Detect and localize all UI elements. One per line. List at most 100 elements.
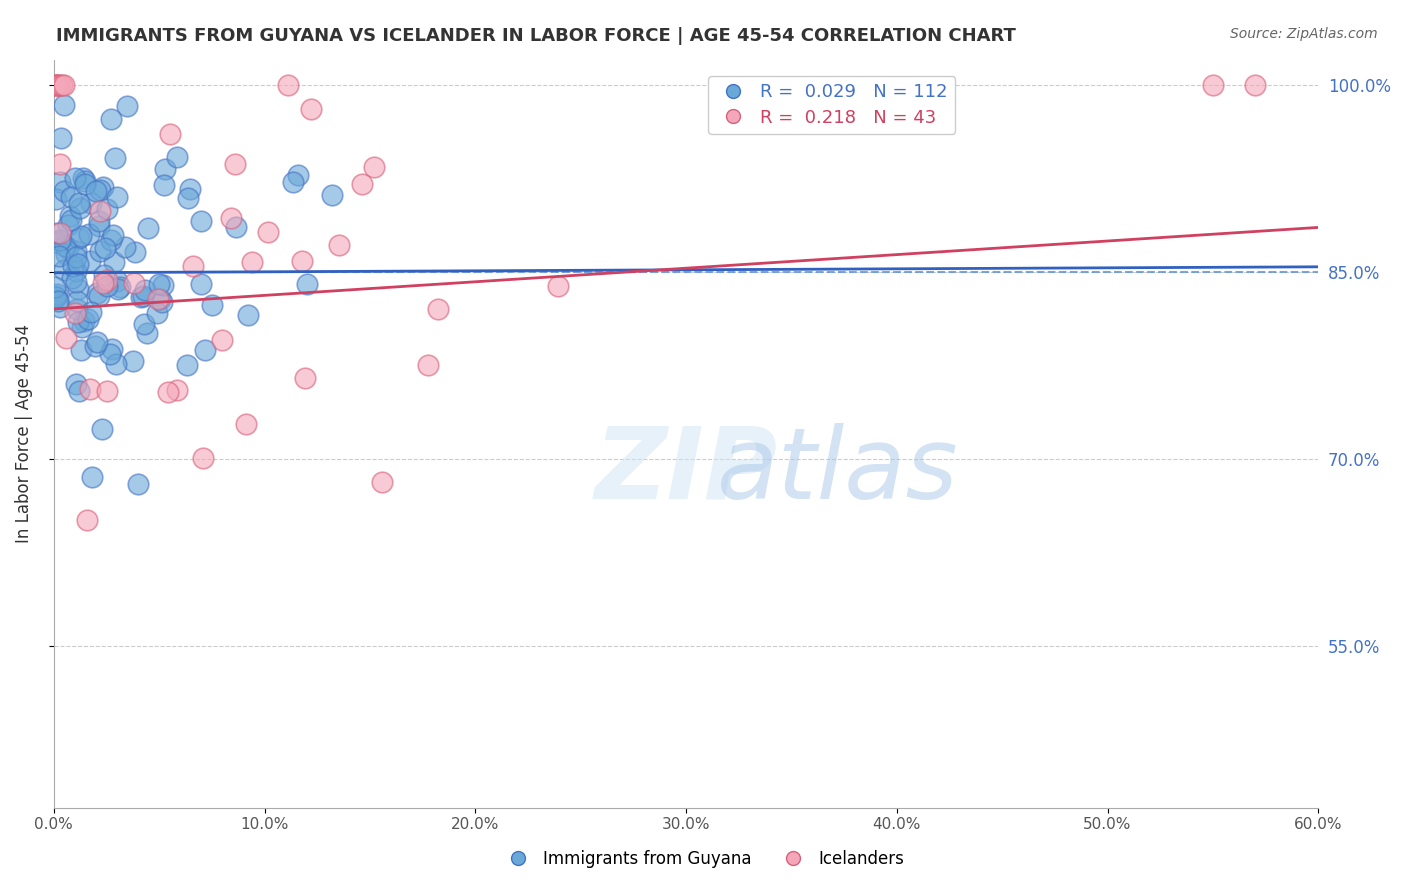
Immigrants from Guyana	[321, 188, 343, 202]
Immigrants from Guyana	[79, 305, 101, 319]
Immigrants from Guyana	[67, 281, 90, 295]
Text: ZIP: ZIP	[595, 423, 778, 519]
Immigrants from Guyana	[86, 285, 108, 300]
Icelanders	[45, 78, 67, 92]
Icelanders	[46, 78, 69, 92]
Immigrants from Guyana	[66, 294, 89, 309]
Icelanders	[299, 102, 322, 116]
Immigrants from Guyana	[96, 202, 118, 217]
Immigrants from Guyana	[62, 259, 84, 273]
Immigrants from Guyana	[166, 150, 188, 164]
Immigrants from Guyana	[79, 254, 101, 268]
Icelanders	[418, 358, 440, 372]
Icelanders	[45, 78, 67, 92]
Immigrants from Guyana	[105, 190, 128, 204]
Immigrants from Guyana	[89, 183, 111, 197]
Immigrants from Guyana	[59, 209, 82, 223]
Immigrants from Guyana	[148, 277, 170, 291]
Immigrants from Guyana	[104, 151, 127, 165]
Icelanders	[79, 382, 101, 396]
Immigrants from Guyana	[190, 277, 212, 291]
Icelanders	[240, 255, 263, 269]
Immigrants from Guyana	[89, 214, 111, 228]
Immigrants from Guyana	[134, 317, 156, 331]
Immigrants from Guyana	[281, 175, 304, 189]
Immigrants from Guyana	[82, 470, 104, 484]
Immigrants from Guyana	[194, 343, 217, 358]
Immigrants from Guyana	[105, 274, 128, 288]
Immigrants from Guyana	[131, 289, 153, 303]
Immigrants from Guyana	[96, 279, 118, 293]
Immigrants from Guyana	[89, 244, 111, 258]
Y-axis label: In Labor Force | Age 45-54: In Labor Force | Age 45-54	[15, 324, 32, 543]
Icelanders	[49, 157, 72, 171]
Immigrants from Guyana	[105, 358, 128, 372]
Immigrants from Guyana	[80, 195, 103, 210]
Immigrants from Guyana	[75, 178, 97, 192]
Immigrants from Guyana	[136, 326, 159, 340]
Immigrants from Guyana	[69, 228, 91, 243]
Immigrants from Guyana	[66, 301, 89, 316]
Immigrants from Guyana	[65, 377, 87, 392]
Icelanders	[211, 333, 233, 347]
Icelanders	[49, 226, 72, 240]
Immigrants from Guyana	[65, 250, 87, 264]
Immigrants from Guyana	[91, 180, 114, 194]
Immigrants from Guyana	[176, 358, 198, 372]
Immigrants from Guyana	[44, 289, 66, 303]
Icelanders	[256, 225, 278, 239]
Immigrants from Guyana	[89, 289, 111, 303]
Immigrants from Guyana	[72, 171, 94, 186]
Immigrants from Guyana	[49, 234, 72, 248]
Icelanders	[49, 78, 72, 92]
Immigrants from Guyana	[179, 182, 201, 196]
Immigrants from Guyana	[98, 346, 121, 360]
Icelanders	[51, 78, 73, 92]
Immigrants from Guyana	[60, 213, 83, 227]
Immigrants from Guyana	[53, 238, 76, 252]
Icelanders	[122, 276, 145, 290]
Icelanders	[166, 383, 188, 397]
Icelanders	[294, 371, 316, 385]
Immigrants from Guyana	[44, 235, 66, 250]
Immigrants from Guyana	[153, 178, 176, 193]
Icelanders	[427, 301, 450, 316]
Immigrants from Guyana	[149, 292, 172, 306]
Immigrants from Guyana	[67, 384, 90, 398]
Immigrants from Guyana	[75, 174, 97, 188]
Icelanders	[371, 475, 394, 490]
Immigrants from Guyana	[93, 268, 115, 283]
Icelanders	[93, 277, 115, 291]
Immigrants from Guyana	[45, 287, 67, 301]
Immigrants from Guyana	[48, 300, 70, 314]
Immigrants from Guyana	[101, 227, 124, 242]
Immigrants from Guyana	[63, 171, 86, 186]
Immigrants from Guyana	[101, 342, 124, 356]
Immigrants from Guyana	[107, 282, 129, 296]
Immigrants from Guyana	[48, 249, 70, 263]
Icelanders	[63, 305, 86, 319]
Immigrants from Guyana	[115, 99, 138, 113]
Immigrants from Guyana	[46, 294, 69, 309]
Immigrants from Guyana	[129, 290, 152, 304]
Immigrants from Guyana	[136, 220, 159, 235]
Immigrants from Guyana	[73, 314, 96, 328]
Immigrants from Guyana	[70, 320, 93, 334]
Text: Source: ZipAtlas.com: Source: ZipAtlas.com	[1230, 27, 1378, 41]
Immigrants from Guyana	[67, 231, 90, 245]
Immigrants from Guyana	[127, 476, 149, 491]
Text: IMMIGRANTS FROM GUYANA VS ICELANDER IN LABOR FORCE | AGE 45-54 CORRELATION CHART: IMMIGRANTS FROM GUYANA VS ICELANDER IN L…	[56, 27, 1017, 45]
Immigrants from Guyana	[52, 98, 75, 112]
Immigrants from Guyana	[56, 219, 79, 233]
Immigrants from Guyana	[77, 312, 100, 326]
Immigrants from Guyana	[67, 196, 90, 211]
Icelanders	[193, 450, 215, 465]
Immigrants from Guyana	[177, 191, 200, 205]
Icelanders	[224, 157, 246, 171]
Immigrants from Guyana	[56, 241, 79, 255]
Immigrants from Guyana	[66, 315, 89, 329]
Immigrants from Guyana	[83, 339, 105, 353]
Immigrants from Guyana	[122, 354, 145, 368]
Immigrants from Guyana	[55, 247, 77, 261]
Immigrants from Guyana	[60, 270, 83, 285]
